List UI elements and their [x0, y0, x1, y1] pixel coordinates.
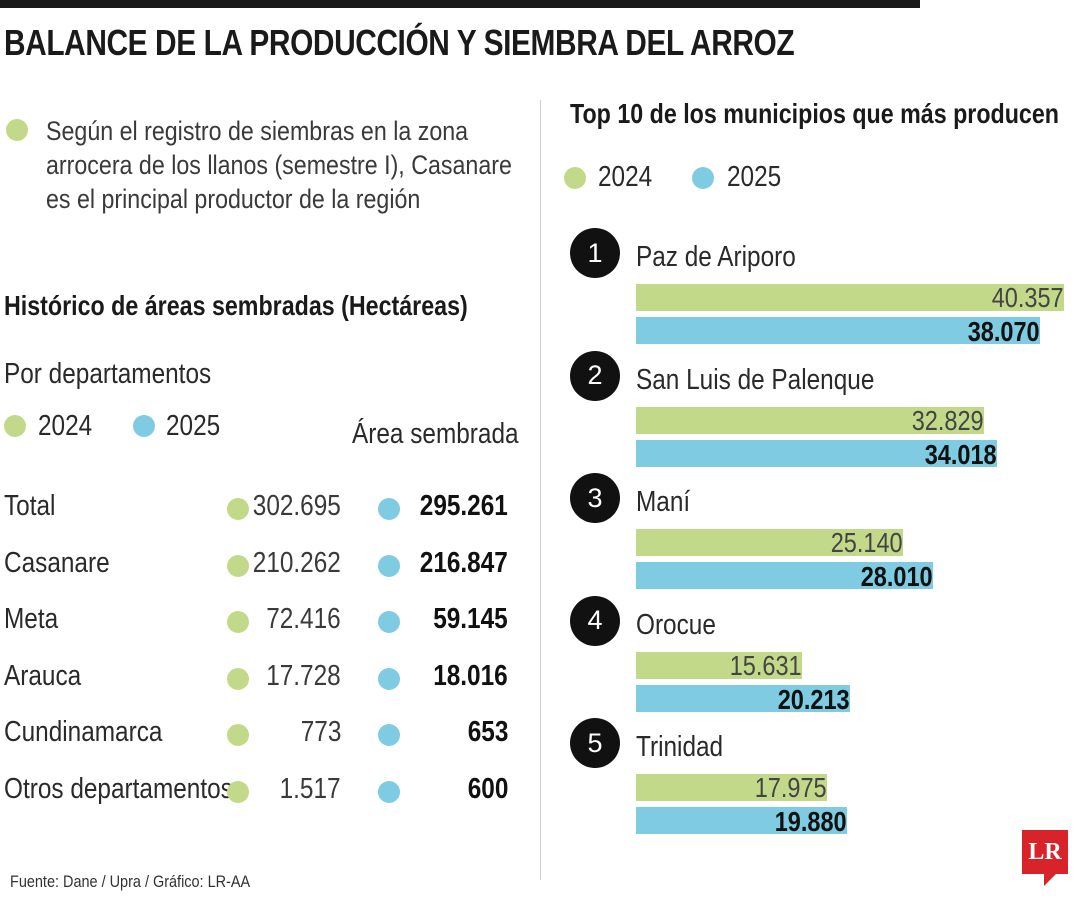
intro-line: arrocera de los llanos (semestre I), Cas…	[46, 150, 512, 180]
row-value-2025: 600	[467, 772, 508, 805]
row-dot-2024	[227, 554, 249, 577]
legend-label-2025: 2025	[166, 410, 221, 442]
row-dot-2025	[378, 667, 400, 690]
rank-badge: 3	[570, 473, 620, 523]
row-name: Casanare	[4, 546, 110, 579]
areas-subheading: Por departamentos	[4, 358, 212, 390]
row-value-2025: 59.145	[433, 603, 508, 635]
row-name: Arauca	[4, 659, 82, 692]
bar-2025	[636, 439, 997, 467]
chart-title: Top 10 de los municipios que más produce…	[570, 98, 1059, 129]
row-name: Meta	[4, 603, 59, 635]
legend-label-2024: 2024	[38, 410, 93, 442]
row-dot-2025	[378, 554, 400, 577]
row-value-2024: 773	[300, 716, 341, 748]
rank-badge: 4	[570, 595, 620, 646]
bar-label-2025: 28.010	[861, 561, 933, 592]
source-note: Fuente: Dane / Upra / Gráfico: LR-AA	[10, 872, 251, 891]
row-dot-2024	[227, 498, 249, 520]
bar-label-2025: 34.018	[925, 438, 997, 470]
bar-2024	[636, 651, 802, 679]
bar-2025	[636, 684, 850, 712]
page-title: BALANCE DE LA PRODUCCIÓN Y SIEMBRA DEL A…	[4, 22, 795, 63]
intro-line: Según el registro de siembras en la zona	[46, 116, 469, 146]
row-value-2025: 653	[467, 716, 508, 748]
rank-badge: 5	[570, 718, 620, 768]
row-value-2024: 17.728	[266, 659, 341, 692]
intro-text: Según el registro de siembras en la zona…	[46, 114, 512, 216]
intro-line: es el principal productor de la región	[46, 184, 421, 214]
bar-2025	[636, 317, 1040, 344]
category-label: Maní	[636, 486, 691, 518]
bar-label-2024: 17.975	[755, 772, 827, 803]
areas-heading: Histórico de áreas sembradas (Hectáreas)	[4, 290, 468, 321]
bar-label-2024: 32.829	[912, 404, 984, 436]
legend-label-2024: 2024	[598, 161, 653, 193]
lr-logo: LR	[1022, 830, 1068, 874]
rank-badge: 2	[570, 350, 620, 401]
row-dot-2024	[227, 724, 249, 746]
legend-dot-2025	[692, 167, 714, 189]
legend-dot-2024	[4, 415, 26, 437]
category-label: Orocue	[636, 608, 716, 641]
category-label: Paz de Ariporo	[636, 241, 796, 273]
category-label: San Luis de Palenque	[636, 363, 875, 396]
lr-logo-tail	[1044, 874, 1056, 886]
row-name: Cundinamarca	[4, 716, 163, 748]
bar-2024	[636, 406, 984, 434]
row-value-2025: 295.261	[419, 490, 508, 522]
row-dot-2024	[227, 611, 249, 633]
row-dot-2025	[378, 724, 400, 746]
bar-label-2024: 15.631	[730, 649, 802, 681]
legend-dot-2025	[133, 415, 155, 437]
area-sembrada-label: Área sembrada	[352, 418, 519, 450]
row-value-2025: 216.847	[419, 546, 508, 579]
row-dot-2025	[378, 780, 400, 803]
bullet-dot	[6, 119, 28, 141]
bar-2025	[636, 807, 847, 834]
bar-label-2025: 19.880	[775, 806, 847, 837]
row-value-2024: 72.416	[266, 603, 341, 635]
row-dot-2025	[378, 498, 400, 520]
bar-2024	[636, 529, 903, 556]
bar-label-2025: 38.070	[968, 316, 1040, 347]
row-value-2025: 18.016	[433, 659, 508, 692]
legend-dot-2024	[564, 167, 586, 189]
row-value-2024: 1.517	[280, 772, 341, 805]
column-divider	[540, 100, 541, 880]
category-label: Trinidad	[636, 731, 724, 763]
bar-label-2024: 25.140	[831, 527, 903, 558]
bar-2024	[636, 774, 827, 801]
row-dot-2024	[227, 780, 249, 803]
rank-badge: 1	[570, 228, 620, 278]
bar-label-2025: 20.213	[778, 683, 850, 715]
bar-label-2024: 40.357	[992, 282, 1064, 313]
row-dot-2024	[227, 667, 249, 690]
row-value-2024: 302.695	[252, 490, 341, 522]
bar-2025	[636, 562, 933, 589]
legend-label-2025: 2025	[727, 161, 782, 193]
row-value-2024: 210.262	[252, 546, 341, 579]
row-name: Otros departamentos	[4, 772, 233, 805]
top-rule	[0, 0, 920, 8]
row-name: Total	[4, 490, 56, 522]
row-dot-2025	[378, 611, 400, 633]
bar-2024	[636, 284, 1064, 311]
